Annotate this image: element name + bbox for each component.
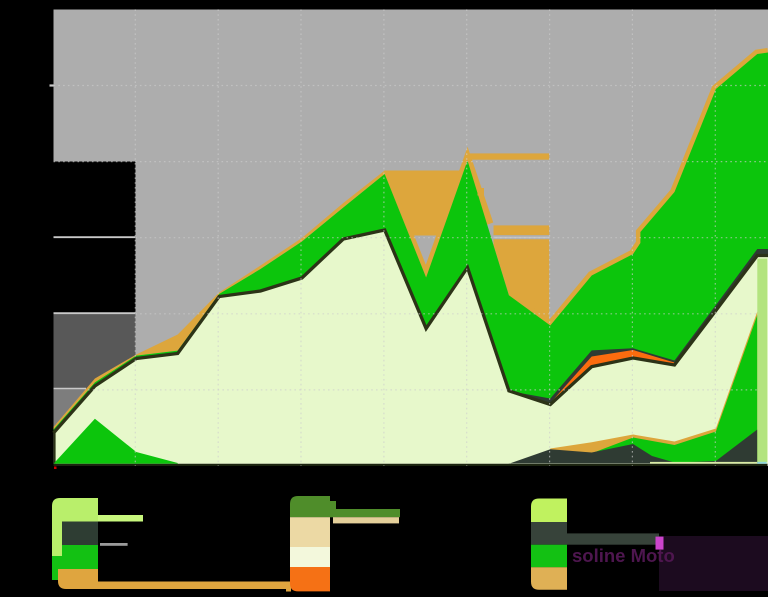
svg-text:soline Moto: soline Moto — [572, 545, 675, 566]
